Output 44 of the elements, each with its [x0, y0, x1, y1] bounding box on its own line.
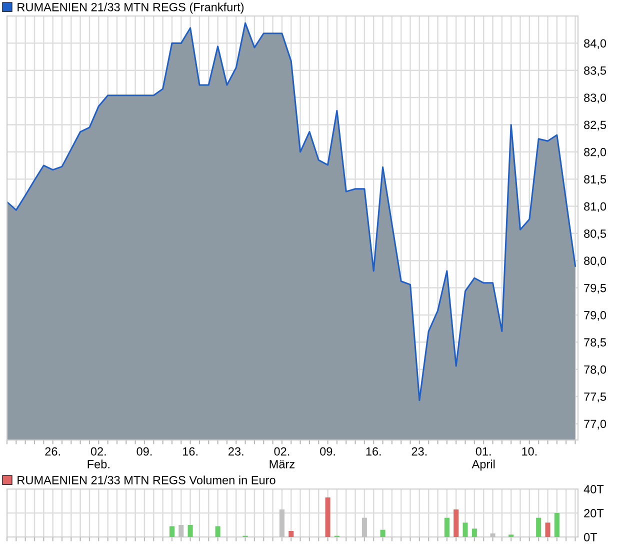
y-tick-label: 77,5 — [584, 392, 606, 402]
bar — [454, 509, 459, 537]
x-tick-label: 09. — [136, 447, 152, 456]
bar — [536, 518, 542, 537]
x-tick-label: 02. März — [270, 447, 294, 468]
bar — [325, 497, 330, 537]
bar — [188, 525, 193, 537]
y-tick-label: 83,0 — [584, 94, 606, 104]
y-tick-label: 80,0 — [584, 256, 606, 266]
bar — [288, 531, 294, 537]
bar — [169, 526, 174, 537]
y-tick-label: 82,5 — [584, 120, 606, 131]
y-tick-label: 81,0 — [584, 202, 606, 212]
bar — [215, 526, 220, 537]
y-tick-label: 40T — [584, 485, 604, 494]
y-tick-label: 79,5 — [584, 284, 606, 294]
y-tick-label: 0T — [584, 533, 598, 542]
x-tick-label: 02. Feb. — [88, 447, 110, 468]
x-tick-label: 01. April — [472, 447, 495, 471]
x-tick-label: 23. — [412, 447, 427, 456]
x-tick-label: 23. — [228, 447, 244, 456]
bar — [554, 513, 560, 537]
y-tick-label: 78,5 — [584, 338, 606, 348]
x-tick-label: 09. — [320, 447, 335, 456]
bar — [472, 528, 477, 537]
y-tick-label: 20T — [584, 509, 604, 518]
y-tick-label: 77,0 — [584, 420, 606, 430]
y-tick-label: 84,0 — [584, 39, 606, 49]
x-tick-label: 16. — [183, 447, 198, 456]
y-tick-label: 80,5 — [584, 229, 606, 240]
legend-label: RUMAENIEN 21/33 MTN REGS Volumen in Euro — [18, 476, 276, 484]
y-tick-label: 78,0 — [584, 365, 606, 376]
y-tick-label: 82,0 — [584, 148, 606, 158]
bar — [545, 522, 550, 537]
y-tick-label: 83,5 — [584, 66, 606, 76]
x-tick-label: 26. — [45, 447, 60, 456]
bar — [462, 522, 468, 537]
bar — [380, 530, 386, 537]
y-tick-label: 81,5 — [584, 175, 606, 185]
bar — [444, 518, 450, 537]
y-tick-label: 79,0 — [584, 311, 606, 321]
legend-label: RUMAENIEN 21/33 MTN REGS (Frankfurt) — [18, 2, 244, 14]
x-tick-label: 10. — [522, 447, 537, 456]
x-tick-label: 16. — [366, 447, 381, 456]
